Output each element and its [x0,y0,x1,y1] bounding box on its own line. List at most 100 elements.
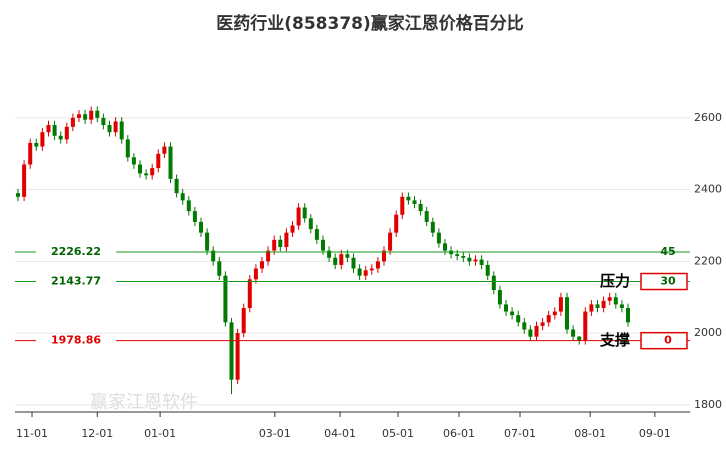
candle-body [284,232,289,247]
candle-body [266,250,271,262]
candle-body [64,126,69,140]
candle-body [217,261,222,276]
y-tick-label: 2400 [694,183,722,196]
candle-body [40,132,45,147]
level-label-bg [36,244,116,259]
candle-body [546,315,551,323]
candle-body [205,232,210,251]
candle-body [46,125,51,133]
candle-body [34,142,39,147]
candle-body [369,268,374,271]
candle-body [22,164,27,197]
candle-body [406,196,411,201]
y-tick-label: 2600 [694,111,722,124]
x-tick-label: 03-01 [259,427,291,440]
candle-body [351,257,356,269]
level-label-bg [36,333,116,348]
candle-body [455,254,460,256]
candle-body [601,300,606,308]
x-tick-label: 05-01 [382,427,414,440]
level-label: 1978.86 [51,334,101,347]
y-tick-label: 2000 [694,326,722,339]
candle-body [247,279,252,308]
candle-body [436,232,441,244]
level-percent: 0 [664,334,672,347]
candle-body [253,268,258,280]
candle-body [613,297,618,305]
candle-body [290,225,295,233]
candle-body [540,322,545,326]
candle-body [345,254,350,258]
candle-body [473,259,478,262]
candle-body [83,114,88,120]
x-tick-label: 07-01 [504,427,536,440]
candle-body [382,250,386,262]
candle-body [595,304,600,308]
candle-body [278,239,283,247]
candle-body [333,257,338,265]
candle-body [418,203,423,212]
candle-body [443,243,447,251]
candle-body [516,315,521,323]
candle-body [77,114,81,118]
candle-body [552,311,557,316]
level-percent: 45 [660,245,675,258]
candle-body [296,207,301,226]
candle-body [125,139,130,158]
level-box [640,272,688,291]
candle-body [113,121,118,133]
candle-body [430,221,435,233]
watermark: 赢家江恩软件 [90,391,198,413]
candle-body [16,193,20,197]
candle-body [156,153,161,169]
level-label-bg [36,274,116,289]
candle-body [95,110,100,118]
candle-body [327,250,332,258]
candle-body [199,221,203,233]
candle-body [314,229,319,240]
y-tick-label: 1800 [694,398,722,411]
candle-body [339,254,344,265]
candle-body [412,200,417,204]
candle-body [192,211,197,222]
candle-body [491,275,496,291]
candle-body [485,264,490,276]
candle-body [180,193,185,201]
level-label: 2143.77 [51,275,101,288]
candle-body [162,146,167,154]
candle-body [589,304,594,312]
candle-body [107,125,112,133]
candle-body [101,117,106,126]
candle-body [223,275,228,323]
candle-body [363,270,368,276]
candle-body [534,325,539,337]
candle-body [52,125,57,136]
candle-body [583,311,588,341]
candle-body [388,232,393,251]
candle-body [522,322,527,330]
candle-body [235,333,240,380]
candle-body [186,200,191,212]
x-tick-label: 04-01 [324,427,356,440]
candle-body [58,135,63,140]
candle-body [467,257,472,262]
candle-body [626,307,630,323]
candle-body [510,311,515,316]
chart-title: 医药行业(858378)赢家江恩价格百分比 [216,13,524,34]
candle-body [607,297,612,301]
candle-body [479,259,484,265]
candle-body [528,329,533,337]
x-tick-label: 09-01 [639,427,671,440]
candle-body [28,142,33,165]
candle-body [497,290,502,305]
candle-body [558,297,563,312]
candle-body [138,164,142,174]
candle-body [461,255,466,258]
level-label: 2226.22 [51,245,101,258]
candle-body [400,196,405,215]
candle-body [302,207,307,219]
candle-body [565,297,569,330]
candle-body [174,178,179,194]
candle-body [89,110,94,120]
